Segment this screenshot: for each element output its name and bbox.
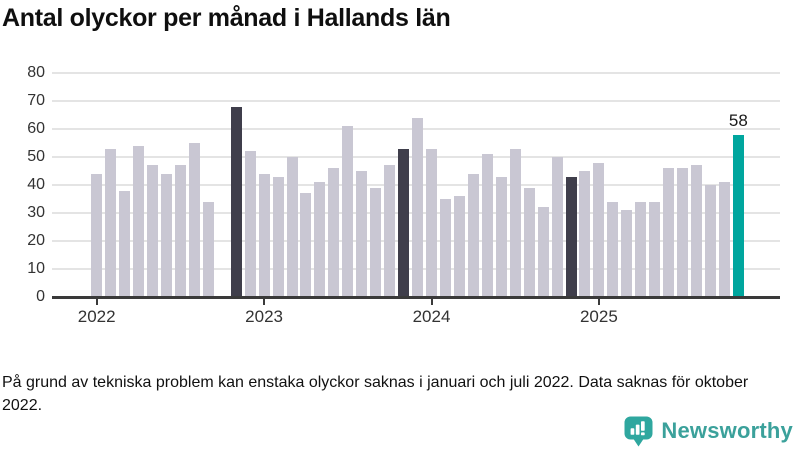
- bar: [244, 151, 256, 297]
- gridline: [52, 100, 780, 102]
- bar: [663, 168, 675, 297]
- gridline: [52, 72, 780, 74]
- bar: [607, 201, 619, 297]
- y-axis-label: 60: [27, 120, 45, 137]
- y-axis-label: 50: [27, 148, 45, 165]
- x-axis-label: 2022: [77, 307, 116, 326]
- chart-title: Antal olyckor per månad i Hallands län: [2, 4, 451, 32]
- x-axis-label: 2024: [412, 307, 451, 326]
- bar-chart-plot-area: 0 10 20 30 40 50 60 70 80 58 2022 2023 2024 2025: [27, 64, 780, 326]
- bar: [202, 201, 214, 297]
- y-axis-label: 30: [27, 204, 45, 221]
- newsworthy-icon: [624, 416, 653, 446]
- bar: [133, 145, 145, 297]
- bar: [188, 143, 200, 297]
- x-axis-tick: [263, 299, 266, 305]
- bar: [342, 126, 354, 297]
- bar: [579, 171, 591, 297]
- bar: [147, 165, 158, 297]
- bar: [286, 157, 298, 297]
- bar-highlight-dark: [398, 148, 410, 297]
- bar-value-label: 58: [728, 110, 748, 130]
- bar: [537, 207, 549, 297]
- bar: [467, 173, 479, 297]
- bar: [649, 201, 661, 297]
- bar: [551, 157, 563, 297]
- bar: [258, 173, 270, 297]
- bar: [718, 182, 730, 297]
- x-axis-tick: [95, 299, 98, 305]
- bar: [621, 210, 633, 297]
- bar: [174, 165, 186, 297]
- x-axis-tick: [597, 299, 600, 305]
- bar: [272, 176, 284, 297]
- bar-highlight-dark: [565, 176, 577, 297]
- bar: [635, 201, 647, 297]
- bar: [677, 168, 689, 297]
- y-axis-label: 10: [27, 260, 45, 277]
- x-axis-label: 2025: [579, 307, 618, 326]
- newsworthy-logo: Newsworthy: [624, 415, 793, 447]
- bar: [370, 187, 382, 297]
- bar: [384, 165, 396, 297]
- bar-highlight-dark: [230, 106, 242, 297]
- x-axis-label: 2023: [245, 307, 283, 326]
- footnote: På grund av tekniska problem kan enstaka…: [2, 374, 749, 414]
- y-axis-label: 20: [27, 232, 45, 249]
- bar: [705, 185, 716, 297]
- y-axis-label: 40: [27, 176, 45, 193]
- bar: [453, 196, 465, 297]
- bar: [509, 148, 521, 297]
- bar: [481, 154, 493, 297]
- bar: [314, 182, 326, 297]
- newsworthy-wordmark: Newsworthy: [661, 418, 793, 443]
- y-axis-label: 70: [27, 92, 45, 109]
- x-axis-tick: [430, 299, 433, 305]
- bar: [691, 165, 703, 297]
- bar: [91, 173, 103, 297]
- bar: [426, 148, 437, 297]
- bar: [119, 190, 131, 297]
- bar: [523, 187, 535, 297]
- bar: [160, 173, 172, 297]
- bar: [412, 117, 424, 297]
- bar: [328, 168, 340, 297]
- bar: [356, 171, 368, 297]
- bar: [300, 193, 312, 297]
- y-axis-label: 80: [27, 64, 45, 81]
- bar-highlight-accent: [732, 134, 744, 297]
- x-axis-line: [52, 296, 780, 299]
- bar: [439, 199, 451, 297]
- bar: [495, 176, 507, 297]
- bar: [593, 162, 605, 297]
- y-axis-label: 0: [36, 288, 45, 305]
- bar: [105, 148, 117, 297]
